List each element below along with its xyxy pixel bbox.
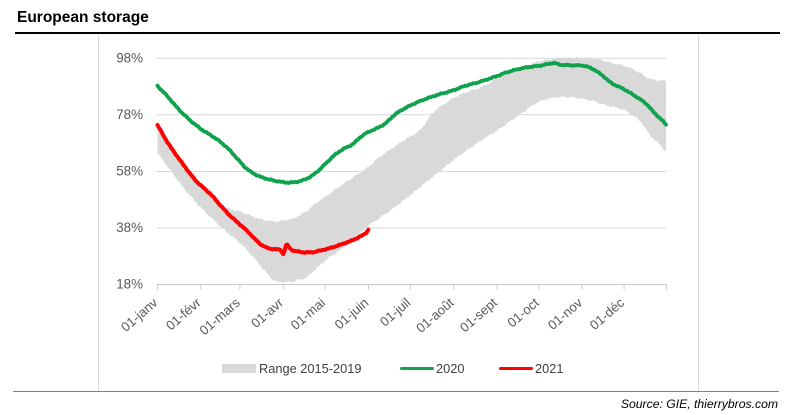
svg-text:01-avr: 01-avr bbox=[248, 295, 287, 331]
svg-text:01-juin: 01-juin bbox=[332, 295, 372, 332]
svg-text:01-août: 01-août bbox=[413, 295, 457, 336]
svg-text:01-janv: 01-janv bbox=[118, 295, 161, 335]
svg-text:18%: 18% bbox=[116, 277, 143, 292]
svg-text:01-juil: 01-juil bbox=[377, 295, 413, 329]
svg-text:98%: 98% bbox=[116, 50, 143, 65]
svg-text:01-oct: 01-oct bbox=[504, 295, 542, 331]
svg-text:01-nov: 01-nov bbox=[545, 295, 586, 333]
svg-text:01-mai: 01-mai bbox=[288, 295, 328, 333]
svg-text:01-déc: 01-déc bbox=[587, 295, 628, 333]
svg-text:01-mars: 01-mars bbox=[197, 295, 244, 338]
svg-text:58%: 58% bbox=[116, 164, 143, 179]
svg-text:01-sept: 01-sept bbox=[457, 295, 500, 335]
svg-text:38%: 38% bbox=[116, 220, 143, 235]
svg-text:78%: 78% bbox=[116, 107, 143, 122]
